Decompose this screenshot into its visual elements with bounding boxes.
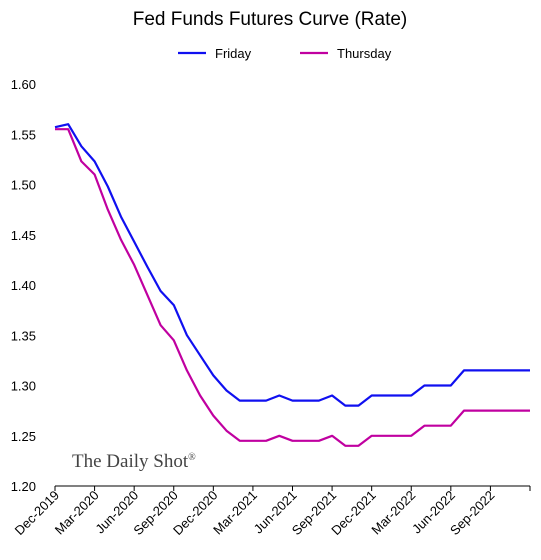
chart-legend: Friday Thursday xyxy=(178,46,392,61)
y-tick-label: 1.60 xyxy=(11,77,36,92)
x-axis: Dec-2019Mar-2020Jun-2020Sep-2020Dec-2020… xyxy=(12,485,531,538)
y-axis: 1.20 1.25 1.30 1.35 1.40 1.45 1.50 1.55 1.60 xyxy=(11,77,36,494)
y-tick-label: 1.55 xyxy=(11,127,36,142)
y-tick-label: 1.20 xyxy=(11,479,36,494)
x-tick-label: Mar-2020 xyxy=(52,488,102,538)
legend-label-friday: Friday xyxy=(215,46,252,61)
watermark-text: The Daily Shot xyxy=(72,451,189,472)
series-line-thursday xyxy=(55,128,530,447)
y-tick-label: 1.40 xyxy=(11,278,36,293)
chart-title: Fed Funds Futures Curve (Rate) xyxy=(133,9,408,30)
x-tick-label: Mar-2021 xyxy=(210,488,260,538)
watermark-logo: The Daily Shot® xyxy=(72,451,196,472)
x-tick-label: Mar-2022 xyxy=(368,488,418,538)
y-tick-label: 1.30 xyxy=(11,379,36,394)
series-line-friday xyxy=(54,123,530,407)
watermark-registered-mark: ® xyxy=(188,452,196,463)
series-lines xyxy=(54,123,530,447)
legend-label-thursday: Thursday xyxy=(337,46,392,61)
y-tick-label: 1.35 xyxy=(11,328,36,343)
y-tick-label: 1.25 xyxy=(11,429,36,444)
y-tick-label: 1.50 xyxy=(11,178,36,193)
y-tick-label: 1.45 xyxy=(11,228,36,243)
